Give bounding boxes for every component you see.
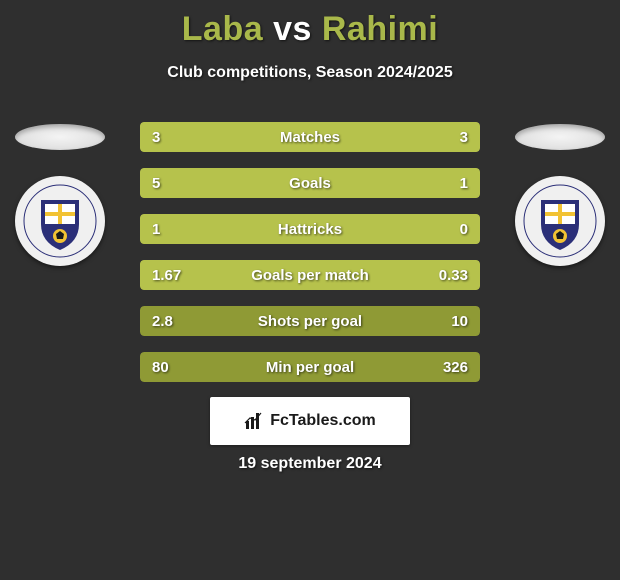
stat-label: Min per goal (266, 359, 354, 376)
stat-label: Shots per goal (258, 313, 362, 330)
title-vs: vs (273, 10, 312, 48)
stat-row-goals: 5 Goals 1 (140, 168, 480, 198)
title-player1: Laba (182, 10, 263, 48)
player1-photo-placeholder (15, 124, 105, 150)
stat-label: Goals (289, 175, 331, 192)
brand-box: FcTables.com (210, 397, 410, 445)
stat-label: Goals per match (251, 267, 369, 284)
date-text: 19 september 2024 (0, 455, 620, 473)
stat-row-goals-per-match: 1.67 Goals per match 0.33 (140, 260, 480, 290)
stat-value-left: 1 (152, 221, 160, 238)
brand-text: FcTables.com (270, 412, 376, 430)
stat-row-hattricks: 1 Hattricks 0 (140, 214, 480, 244)
stat-label: Matches (280, 129, 340, 146)
stat-fill-left (140, 168, 405, 198)
title-player2: Rahimi (322, 10, 438, 48)
stat-value-right: 3 (460, 129, 468, 146)
stat-value-left: 80 (152, 359, 169, 376)
shield-icon (523, 184, 597, 258)
page-title: Laba vs Rahimi (0, 10, 620, 49)
player2-club-badge (515, 176, 605, 266)
stat-value-right: 326 (443, 359, 468, 376)
stat-value-right: 10 (451, 313, 468, 330)
bar-chart-icon (244, 411, 264, 431)
player2-photo-placeholder (515, 124, 605, 150)
subtitle: Club competitions, Season 2024/2025 (0, 64, 620, 82)
stat-row-matches: 3 Matches 3 (140, 122, 480, 152)
stat-row-shots-per-goal: 2.8 Shots per goal 10 (140, 306, 480, 336)
stat-row-min-per-goal: 80 Min per goal 326 (140, 352, 480, 382)
stat-value-left: 2.8 (152, 313, 173, 330)
stat-value-left: 1.67 (152, 267, 181, 284)
stats-panel: 3 Matches 3 5 Goals 1 1 Hattricks 0 1.67… (140, 122, 480, 398)
stat-label: Hattricks (278, 221, 342, 238)
stat-value-left: 3 (152, 129, 160, 146)
player1-club-badge (15, 176, 105, 266)
stat-fill-right (405, 168, 480, 198)
stat-value-right: 0 (460, 221, 468, 238)
stat-value-right: 1 (460, 175, 468, 192)
shield-icon (23, 184, 97, 258)
stat-value-right: 0.33 (439, 267, 468, 284)
stat-value-left: 5 (152, 175, 160, 192)
